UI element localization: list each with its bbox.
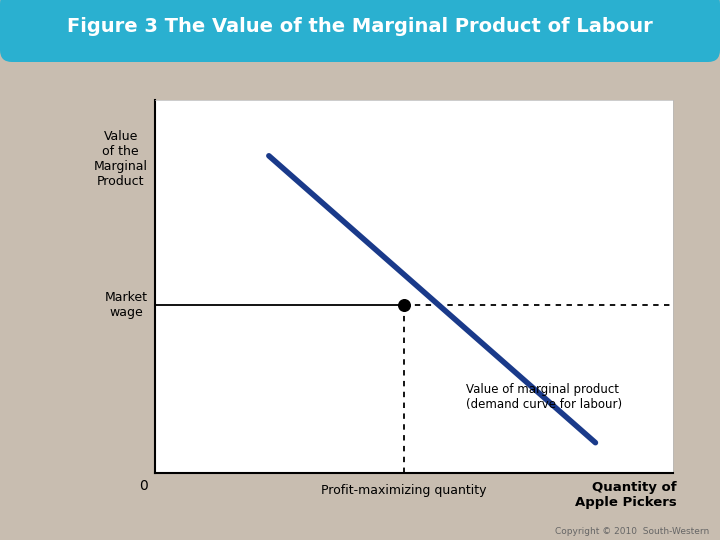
Text: Quantity of
Apple Pickers: Quantity of Apple Pickers <box>575 481 677 509</box>
Text: 0: 0 <box>140 479 148 493</box>
Point <box>398 300 410 309</box>
Text: Copyright © 2010  South-Western: Copyright © 2010 South-Western <box>555 526 709 536</box>
Text: Market
wage: Market wage <box>104 291 148 319</box>
Text: Value of marginal product
(demand curve for labour): Value of marginal product (demand curve … <box>466 383 622 411</box>
Text: Figure 3 The Value of the Marginal Product of Labour: Figure 3 The Value of the Marginal Produ… <box>67 17 653 37</box>
Text: Value
of the
Marginal
Product: Value of the Marginal Product <box>94 130 148 188</box>
Text: Profit-maximizing quantity: Profit-maximizing quantity <box>321 484 487 497</box>
FancyBboxPatch shape <box>0 0 720 62</box>
